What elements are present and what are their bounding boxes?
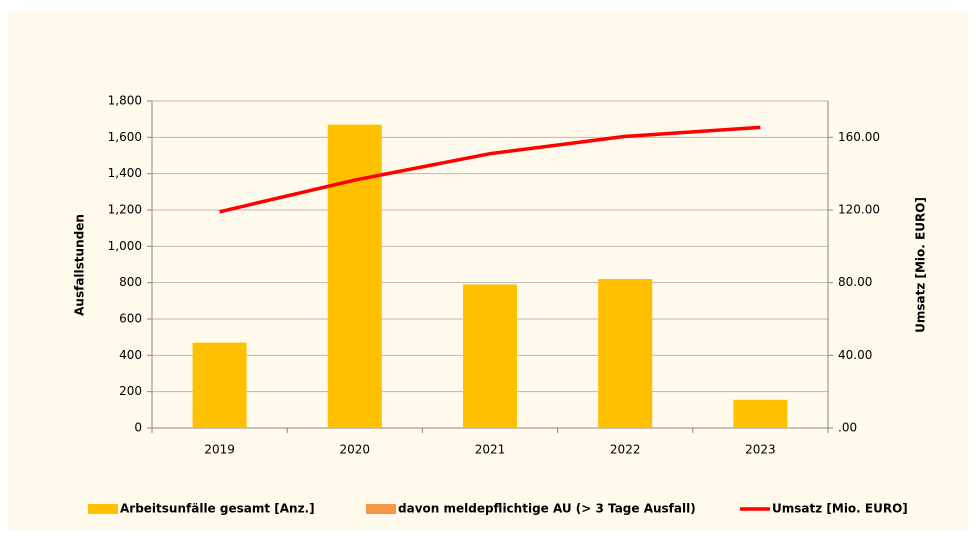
- y2-tick-label: 120.00: [838, 203, 880, 217]
- y2-tick-label: 40.00: [838, 348, 872, 362]
- x-tick-label: 2022: [610, 443, 641, 457]
- x-tick-label: 2021: [475, 443, 506, 457]
- y-tick-label: 1,000: [108, 239, 142, 253]
- y-tick-label: 400: [119, 348, 142, 362]
- bar: [598, 279, 653, 428]
- bar: [327, 124, 382, 428]
- legend-swatch: [88, 504, 118, 514]
- chart-background: [8, 12, 968, 530]
- y-tick-label: 1,800: [108, 94, 142, 108]
- y-tick-label: 600: [119, 312, 142, 326]
- y-tick-label: 1,200: [108, 203, 142, 217]
- bar: [733, 399, 788, 428]
- y-tick-label: 0: [134, 421, 142, 435]
- y2-axis-title: Umsatz [Mio. EURO]: [914, 197, 928, 333]
- legend-label: davon meldepflichtige AU (> 3 Tage Ausfa…: [398, 502, 696, 516]
- y-tick-label: 800: [119, 275, 142, 289]
- bar: [463, 284, 517, 428]
- bar: [192, 342, 247, 428]
- y-tick-label: 1,600: [108, 130, 142, 144]
- x-tick-label: 2019: [204, 443, 235, 457]
- y-axis-title: Ausfallstunden: [73, 214, 87, 316]
- y2-tick-label: 160.00: [838, 130, 880, 144]
- y2-tick-label: .00: [838, 421, 857, 435]
- legend-swatch: [366, 504, 396, 514]
- x-tick-label: 2020: [340, 443, 371, 457]
- legend-label: Arbeitsunfälle gesamt [Anz.]: [120, 502, 315, 516]
- y-tick-label: 1,400: [108, 166, 142, 180]
- legend-label: Umsatz [Mio. EURO]: [772, 502, 908, 516]
- y-tick-label: 200: [119, 384, 142, 398]
- x-tick-label: 2023: [745, 443, 776, 457]
- line: [219, 125, 761, 214]
- y2-tick-label: 80.00: [838, 275, 872, 289]
